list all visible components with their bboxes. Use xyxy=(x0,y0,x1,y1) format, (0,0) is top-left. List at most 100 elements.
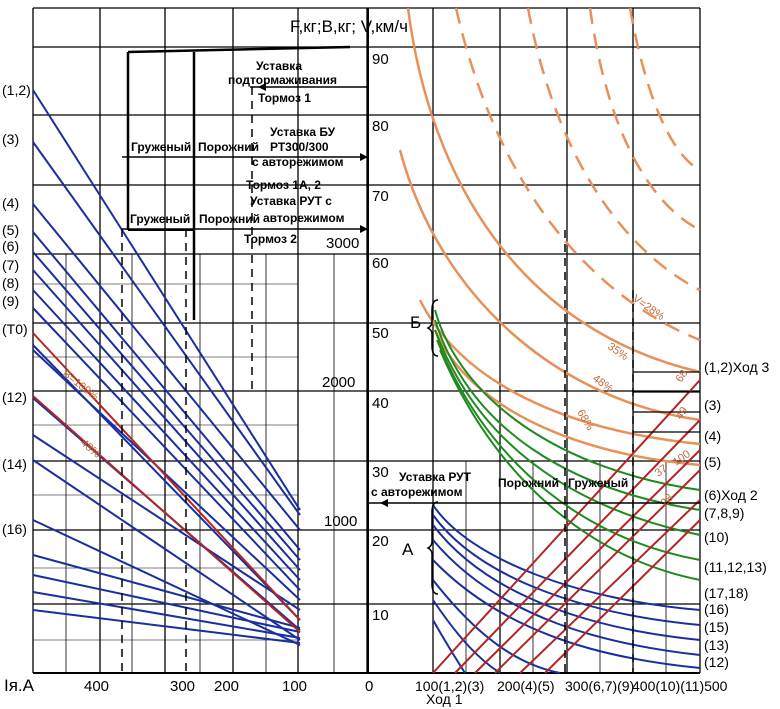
speed-curve xyxy=(398,149,701,422)
pct-35: 35% xyxy=(605,341,630,364)
traction-curve-blue xyxy=(432,524,701,641)
brake-ustavka-rut: Уставка РУТ с xyxy=(250,194,332,208)
right-position-label: (17,18) xyxy=(704,585,748,601)
right-position-label: (3) xyxy=(704,397,721,413)
left-position-line xyxy=(32,231,301,551)
left-position-line xyxy=(32,307,301,591)
left-position-line xyxy=(32,251,301,561)
speed-curve-dashed xyxy=(526,7,701,292)
arrow-head xyxy=(360,153,368,161)
left-position-line xyxy=(32,609,301,644)
v-tick-label: 50 xyxy=(372,325,389,342)
traction-curve-green xyxy=(439,349,701,581)
left-position-labels: (1,2) (3) (4) (5)(6) (7) (8) (9) (T0) (12) (14) (1… xyxy=(2,82,31,537)
axis-title-top: F,кг;В,кг; V,км/ч xyxy=(290,17,408,36)
left-position-line xyxy=(32,554,301,629)
right-position-label: (6)Ход 2 xyxy=(704,487,758,503)
brake-settings xyxy=(121,45,700,673)
right-position-label: (10) xyxy=(704,529,729,545)
zero-tick: 0 xyxy=(365,678,373,695)
left-position-label: (5) xyxy=(2,222,19,238)
brake-rt: РТ300/300 xyxy=(270,140,329,154)
left-position-label: (T0) xyxy=(2,321,28,337)
rut-porozhny: Порожний xyxy=(498,476,559,490)
speed-ticks: 90 80 70 60 50 40 30 20 10 xyxy=(372,51,389,624)
marker-a: А xyxy=(402,540,414,559)
characteristic-curves xyxy=(32,7,701,674)
axis-hod1-label: Ход 1 xyxy=(426,691,463,707)
right-position-label: (15) xyxy=(704,619,729,635)
pct-r49: 49 xyxy=(674,405,691,422)
brake-podtormazh: подтормаживания xyxy=(228,73,337,87)
traction-curve-blue xyxy=(432,504,701,611)
axis-current-label: Iя.А xyxy=(4,676,35,695)
brake-porozhny-1: Порожний xyxy=(198,140,259,154)
hod-tick-label: 100(1,2)(3) xyxy=(415,678,484,694)
hod-ticks: 100(1,2)(3) 200(4)(5) 300(6,7)(9)400(10)(1… xyxy=(415,678,728,694)
left-position-line xyxy=(32,434,301,611)
brake-ustavka: Уставка xyxy=(256,59,302,73)
right-position-label: (12) xyxy=(704,654,729,670)
brake-s-avtorezh: с авторежимом xyxy=(252,155,344,169)
left-position-line xyxy=(32,519,301,646)
brake-gruzheny-2: Груженый xyxy=(130,212,190,226)
traction-curve-blue xyxy=(432,619,466,674)
brake-gruzheny-1: Груженый xyxy=(131,140,191,154)
traction-curve-blue xyxy=(432,514,701,626)
rut-line1: Уставка РУТ xyxy=(399,470,472,484)
left-position-label: (8) xyxy=(2,275,19,291)
traction-curve-blue xyxy=(432,539,701,656)
traction-curve-green xyxy=(436,339,701,561)
f-tick-label: 1000 xyxy=(324,513,357,530)
speed-curve-dashed xyxy=(628,7,701,172)
speed-curve xyxy=(433,329,701,467)
right-position-label: (13) xyxy=(704,637,729,653)
v-tick-label: 80 xyxy=(372,118,389,135)
marker-b: Б xyxy=(410,313,421,332)
hod-tick-label: 400(10)(11)500 xyxy=(632,678,728,694)
current-ticks: 400 300 200 100 xyxy=(84,678,307,695)
left-position-label: (14) xyxy=(2,456,27,472)
speed-line-red xyxy=(454,419,701,674)
v-tick-label: 70 xyxy=(372,188,389,205)
brake-top-line xyxy=(127,45,351,54)
right-position-label: (7,8,9) xyxy=(704,505,744,521)
left-position-line xyxy=(32,203,301,531)
v-tick-label: 40 xyxy=(372,395,389,412)
left-position-label: (6) xyxy=(2,238,19,254)
left-position-line xyxy=(32,349,301,601)
pct-r37: 37 xyxy=(653,463,670,480)
f-tick-label: 2000 xyxy=(322,374,355,391)
i-tick-label: 100 xyxy=(282,678,307,695)
pct-r100: 100 xyxy=(671,448,693,468)
speed-line-red xyxy=(519,499,701,674)
brace-b xyxy=(426,299,439,357)
speed-line-red xyxy=(432,379,701,674)
i-tick-label: 200 xyxy=(214,678,239,695)
rut-gruzheny: Груженый xyxy=(568,476,628,490)
speed-curve xyxy=(406,7,701,374)
v-tick-label: 10 xyxy=(372,607,389,624)
left-position-line xyxy=(32,89,301,511)
right-position-label: (11,12,13) xyxy=(704,559,767,575)
left-position-line xyxy=(32,289,301,581)
left-position-label: (4) xyxy=(2,195,19,211)
v-tick-label: 30 xyxy=(372,464,389,481)
brake-tormoz1: Тормоз 1 xyxy=(258,91,311,105)
v-tick-label: 20 xyxy=(372,533,389,550)
i-tick-label: 300 xyxy=(170,678,195,695)
brace-a xyxy=(426,501,439,595)
left-position-line xyxy=(32,141,301,516)
v-tick-label: 90 xyxy=(372,51,389,68)
left-position-label: (12) xyxy=(2,389,27,405)
speed-curve-dashed xyxy=(454,7,701,342)
v-tick-label: 60 xyxy=(372,255,389,272)
i-tick-label: 400 xyxy=(84,678,109,695)
speed-line-red xyxy=(474,449,701,674)
speed-line-red xyxy=(494,469,701,674)
brake-porozhny-2: Порожний xyxy=(199,212,260,226)
left-position-line xyxy=(32,591,301,639)
left-position-label: (3) xyxy=(2,131,19,147)
right-position-label: (1,2)Ход 3 xyxy=(704,359,770,375)
